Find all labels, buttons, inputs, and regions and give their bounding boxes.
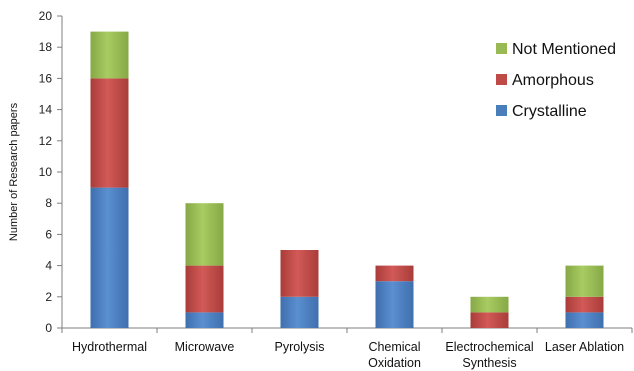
x-category-label: Hydrothermal	[72, 340, 147, 354]
legend-label: Not Mentioned	[512, 41, 616, 58]
x-category-label: Laser Ablation	[545, 340, 624, 354]
legend-label: Amorphous	[512, 72, 594, 89]
y-tick-label: 10	[39, 165, 53, 179]
bar-segment-crystalline	[185, 312, 224, 328]
legend-swatch-not-mentioned	[496, 43, 507, 54]
y-tick-label: 8	[45, 196, 52, 210]
legend-swatch-crystalline	[496, 105, 507, 116]
x-category-label: Microwave	[175, 340, 235, 354]
y-tick-label: 18	[39, 40, 53, 54]
y-tick-label: 4	[45, 259, 52, 273]
y-tick-label: 12	[39, 134, 53, 148]
bar-segment-crystalline	[90, 187, 129, 328]
bar-segment-not-mentioned	[470, 296, 509, 313]
bar-segment-amorphous	[565, 296, 604, 313]
y-tick-label: 16	[39, 71, 53, 85]
y-tick-label: 6	[45, 227, 52, 241]
legend-label: Crystalline	[512, 103, 587, 120]
bar-segment-crystalline	[565, 312, 604, 328]
bar-segment-amorphous	[280, 250, 319, 297]
legend-swatch-amorphous	[496, 74, 507, 85]
x-category-label: Chemical Oxidation	[368, 340, 421, 370]
y-tick-label: 20	[39, 9, 53, 23]
bar-segment-not-mentioned	[90, 31, 129, 79]
y-axis-title: Number of Research papers	[8, 102, 20, 241]
bar-segment-amorphous	[90, 78, 129, 188]
bar-segment-amorphous	[375, 265, 414, 282]
bar-segment-crystalline	[375, 281, 414, 328]
bar-segment-not-mentioned	[185, 203, 224, 266]
bar-segment-not-mentioned	[565, 265, 604, 297]
bar-segment-amorphous	[185, 265, 224, 313]
bar-segment-crystalline	[280, 296, 319, 328]
y-tick-label: 2	[45, 290, 52, 304]
y-tick-label: 0	[45, 321, 52, 335]
x-category-label: Electrochemical Synthesis	[445, 340, 533, 370]
y-tick-label: 14	[39, 103, 53, 117]
bar-segment-amorphous	[470, 312, 509, 328]
x-category-label: Pyrolysis	[274, 340, 324, 354]
